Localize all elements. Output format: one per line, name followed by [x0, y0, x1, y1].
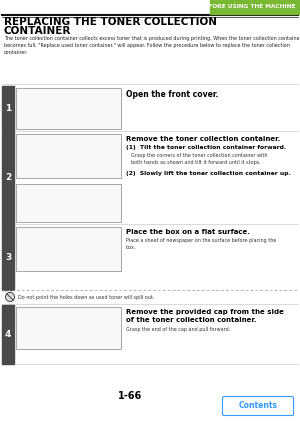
Text: 1-66: 1-66	[118, 391, 142, 401]
Text: (2)  Slowly lift the toner collection container up.: (2) Slowly lift the toner collection con…	[126, 171, 291, 176]
Bar	[16, 88, 121, 129]
Text: Contents: Contents	[238, 402, 278, 410]
Text: Remove the toner collection container.: Remove the toner collection container.	[126, 136, 280, 142]
Bar	[210, 0, 300, 14]
Text: Remove the provided cap from the side
of the toner collection container.: Remove the provided cap from the side of…	[126, 309, 284, 323]
Text: The toner collection container collects excess toner that is produced during pri: The toner collection container collects …	[4, 36, 300, 55]
Bar	[2, 305, 14, 364]
Text: Do not point the holes down as used toner will spill out.: Do not point the holes down as used tone…	[17, 295, 154, 299]
Bar	[16, 307, 121, 349]
Text: (1)  Tilt the toner collection container forward.: (1) Tilt the toner collection container …	[126, 145, 286, 150]
Circle shape	[5, 293, 14, 301]
Bar	[16, 227, 121, 271]
Text: Grasp the end of the cap and pull forward.: Grasp the end of the cap and pull forwar…	[126, 327, 230, 332]
Bar	[16, 184, 121, 222]
Text: 3: 3	[5, 253, 11, 262]
Text: 2: 2	[5, 173, 11, 182]
Text: Grasp the corners of the toner collection container with
both hands as shown and: Grasp the corners of the toner collectio…	[131, 153, 268, 165]
Bar	[2, 86, 14, 131]
Bar	[2, 132, 14, 224]
Bar	[2, 225, 14, 290]
Text: Place the box on a flat surface.: Place the box on a flat surface.	[126, 229, 250, 235]
Text: Place a sheet of newspaper on the surface before placing the
box.: Place a sheet of newspaper on the surfac…	[126, 238, 276, 250]
Text: Open the front cover.: Open the front cover.	[126, 90, 218, 99]
FancyBboxPatch shape	[223, 396, 293, 416]
Text: 1: 1	[5, 104, 11, 113]
Text: REPLACING THE TONER COLLECTION: REPLACING THE TONER COLLECTION	[4, 17, 217, 27]
Text: BEFORE USING THE MACHINE: BEFORE USING THE MACHINE	[200, 5, 296, 9]
Bar	[16, 134, 121, 178]
Text: CONTAINER: CONTAINER	[4, 26, 71, 36]
Text: 4: 4	[5, 330, 11, 339]
